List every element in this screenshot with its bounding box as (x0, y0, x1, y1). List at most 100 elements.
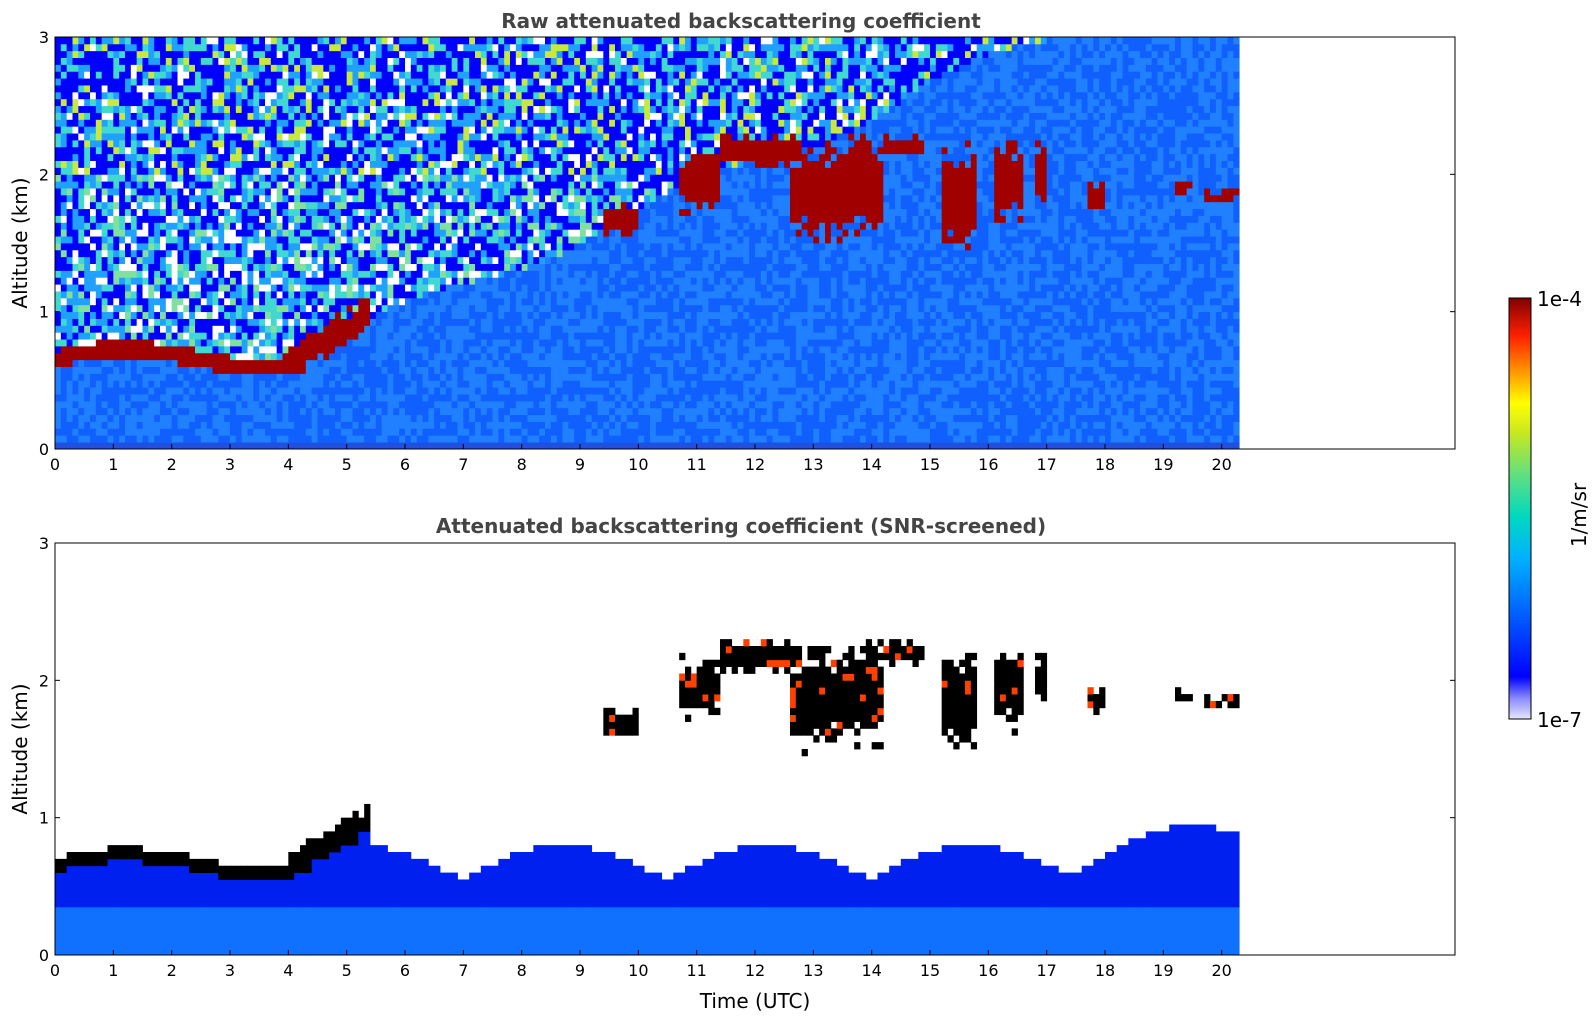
heat-cell (195, 380, 201, 387)
heat-cell (73, 319, 79, 326)
heat-cell (125, 428, 131, 435)
heat-cell (253, 312, 259, 319)
heat-cell (102, 353, 108, 360)
heat-cell (102, 250, 108, 257)
heat-cell (55, 78, 61, 85)
heat-cell (73, 353, 79, 360)
heat-cell (84, 401, 90, 408)
heat-cell (67, 209, 73, 216)
heat-cell (137, 415, 143, 422)
heat-cell (90, 346, 96, 353)
heat-cell (213, 264, 219, 271)
heat-cell (183, 188, 189, 195)
heat-cell (143, 291, 149, 298)
heat-cell (119, 222, 125, 229)
heat-cell (113, 312, 119, 319)
heat-cell (166, 119, 172, 126)
heat-cell (218, 373, 224, 380)
heat-cell (108, 298, 114, 305)
heat-cell (160, 428, 166, 435)
heat-cell (253, 332, 259, 339)
heat-cell (183, 277, 189, 284)
heat-cell (148, 360, 154, 367)
heat-cell (236, 325, 242, 332)
heat-cell (218, 236, 224, 243)
heat-cell (201, 37, 207, 44)
heat-cell (113, 250, 119, 257)
heat-cell (189, 428, 195, 435)
heat-cell (183, 325, 189, 332)
heat-cell (230, 85, 236, 92)
heat-cell (242, 92, 248, 99)
heat-cell (201, 147, 207, 154)
heat-cell (201, 195, 207, 202)
heat-cell (172, 264, 178, 271)
heat-cell (189, 422, 195, 429)
heat-cell (143, 435, 149, 442)
heat-cell (154, 209, 160, 216)
heat-cell (137, 85, 143, 92)
heat-cell (84, 78, 90, 85)
heat-cell (201, 167, 207, 174)
heat-cell (253, 428, 259, 435)
heat-cell (90, 394, 96, 401)
heat-cell (84, 188, 90, 195)
heat-cell (218, 161, 224, 168)
heat-cell (102, 71, 108, 78)
heat-cell (73, 78, 79, 85)
heat-cell (218, 64, 224, 71)
heat-cell (253, 270, 259, 277)
heat-cell (55, 367, 61, 374)
heat-cell (108, 119, 114, 126)
heat-cell (61, 216, 67, 223)
heat-cell (213, 58, 219, 65)
heat-cell (189, 229, 195, 236)
heat-cell (248, 346, 254, 353)
heat-cell (207, 71, 213, 78)
heat-cell (207, 195, 213, 202)
heat-cell (178, 99, 184, 106)
heat-cell (148, 401, 154, 408)
heat-cell (154, 167, 160, 174)
heat-cell (55, 387, 61, 394)
heat-cell (102, 312, 108, 319)
heat-cell (102, 422, 108, 429)
heat-cell (67, 147, 73, 154)
heat-cell (160, 126, 166, 133)
heat-cell (113, 298, 119, 305)
heat-cell (178, 332, 184, 339)
heat-cell (96, 78, 102, 85)
heat-cell (166, 353, 172, 360)
heat-cell (148, 305, 154, 312)
heat-cell (154, 216, 160, 223)
heat-cell (248, 209, 254, 216)
heat-cell (78, 257, 84, 264)
heat-cell (125, 353, 131, 360)
heat-cell (78, 126, 84, 133)
heat-cell (119, 99, 125, 106)
heat-cell (242, 332, 248, 339)
heat-cell (96, 394, 102, 401)
heat-cell (178, 92, 184, 99)
heat-cell (148, 154, 154, 161)
heat-cell (154, 339, 160, 346)
heat-cell (160, 332, 166, 339)
heat-cell (253, 229, 259, 236)
heat-cell (84, 243, 90, 250)
heat-cell (67, 140, 73, 147)
heat-cell (137, 106, 143, 113)
heat-cell (73, 195, 79, 202)
heat-cell (160, 325, 166, 332)
heat-cell (248, 188, 254, 195)
heat-cell (218, 360, 224, 367)
heat-cell (172, 284, 178, 291)
heat-cell (178, 339, 184, 346)
heat-cell (183, 113, 189, 120)
heat-cell (67, 37, 73, 44)
heat-cell (61, 435, 67, 442)
heat-cell (178, 373, 184, 380)
heat-cell (178, 133, 184, 140)
heat-cell (242, 408, 248, 415)
heat-cell (108, 270, 114, 277)
heat-cell (224, 435, 230, 442)
